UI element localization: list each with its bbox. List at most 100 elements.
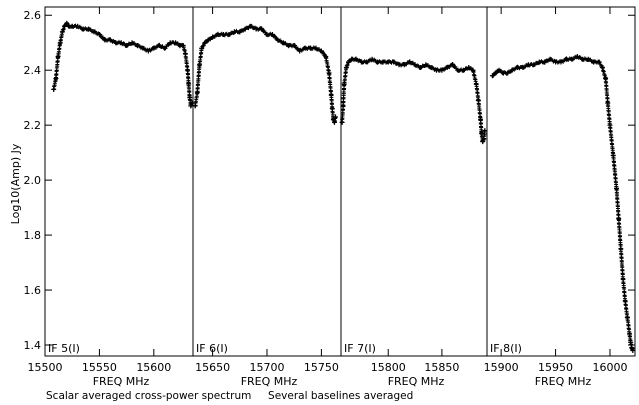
panel-label: IF 5(I): [48, 342, 80, 355]
data-point: [197, 62, 203, 68]
data-point: [620, 276, 626, 282]
data-point: [553, 59, 559, 65]
x-tick-label: 15850: [424, 361, 459, 374]
data-point: [329, 106, 335, 112]
data-point: [450, 62, 456, 68]
data-point: [62, 23, 68, 29]
data-point: [102, 37, 108, 43]
data-point: [323, 53, 329, 59]
data-point: [496, 67, 502, 73]
data-point: [505, 70, 511, 76]
x-tick-label: 15550: [82, 361, 117, 374]
data-point: [286, 42, 292, 48]
data-point: [439, 67, 445, 73]
data-point: [473, 81, 479, 87]
x-tick-label: 15650: [195, 361, 230, 374]
data-point: [596, 59, 602, 65]
data-point: [156, 42, 162, 48]
y-tick-label: 1.8: [24, 229, 42, 242]
data-point: [242, 26, 248, 32]
data-point: [514, 64, 520, 70]
data-point: [343, 64, 349, 70]
data-point: [107, 37, 113, 43]
data-point: [407, 59, 413, 65]
data-point: [86, 26, 92, 32]
data-point: [275, 37, 281, 43]
y-tick-label: 1.6: [24, 284, 42, 297]
data-point: [401, 62, 407, 68]
data-point: [525, 62, 531, 68]
data-point: [226, 31, 232, 37]
data-point: [616, 216, 622, 222]
x-tick-label: 15500: [28, 361, 63, 374]
data-point: [96, 31, 102, 37]
data-point: [585, 56, 591, 62]
data-point: [340, 103, 346, 109]
data-point: [291, 42, 297, 48]
data-point: [135, 42, 140, 48]
data-point: [180, 42, 186, 48]
data-point: [536, 59, 542, 65]
data-point: [364, 59, 370, 65]
data-point: [480, 139, 486, 145]
data-point: [479, 130, 485, 136]
data-point: [124, 42, 130, 48]
data-point: [417, 64, 423, 70]
data-point: [328, 92, 334, 98]
data-markers: [51, 20, 194, 108]
y-tick-label: 2.0: [24, 174, 42, 187]
data-point: [248, 23, 254, 29]
data-point: [69, 23, 75, 29]
data-point: [237, 29, 243, 35]
data-point: [182, 51, 188, 57]
data-point: [542, 59, 548, 65]
data-point: [259, 26, 265, 32]
data-markers: [490, 54, 635, 352]
panel-label: IF 8(I): [490, 342, 522, 355]
data-point: [129, 40, 135, 46]
y-axis-title: Log10(Amp) Jy: [9, 143, 22, 224]
data-point: [558, 59, 564, 65]
x-tick-label: 15950: [538, 361, 573, 374]
panel-label: IF 7(I): [344, 342, 376, 355]
y-tick-label: 1.4: [24, 339, 42, 352]
data-point: [591, 59, 597, 65]
data-point: [466, 64, 472, 70]
data-point: [509, 67, 515, 73]
data-point: [326, 70, 332, 76]
data-point: [481, 136, 487, 142]
data-point: [264, 31, 270, 37]
data-point: [205, 37, 211, 43]
data-point: [185, 67, 191, 73]
data-point: [444, 64, 450, 70]
data-point: [188, 103, 194, 109]
data-point: [220, 31, 226, 37]
data-point: [478, 117, 484, 123]
data-point: [55, 53, 61, 59]
x-axis-title: FREQ MHz: [388, 375, 445, 388]
data-point: [369, 56, 375, 62]
data-point: [145, 48, 151, 54]
x-tick-label: 16000: [592, 361, 627, 374]
data-point: [313, 45, 319, 51]
panel-6: 15650 15700 15750 FREQ MHz IF 6(I): [192, 6, 342, 388]
data-point: [563, 56, 569, 62]
data-point: [192, 103, 198, 109]
data-point: [269, 31, 275, 37]
data-point: [339, 119, 345, 125]
data-point: [80, 26, 86, 32]
y-tick-label: 2.4: [24, 64, 42, 77]
data-point: [630, 348, 636, 354]
data-point: [423, 62, 429, 68]
data-point: [91, 29, 97, 35]
data-point: [308, 45, 314, 51]
panel-frame: [192, 6, 342, 357]
data-point: [520, 64, 526, 70]
x-tick-label: 15700: [250, 361, 285, 374]
y-axis-ticks: 1.4 1.6 1.8 2.0 2.2 2.4 2.6: [24, 9, 635, 352]
data-point: [75, 23, 81, 29]
data-point: [455, 67, 461, 73]
